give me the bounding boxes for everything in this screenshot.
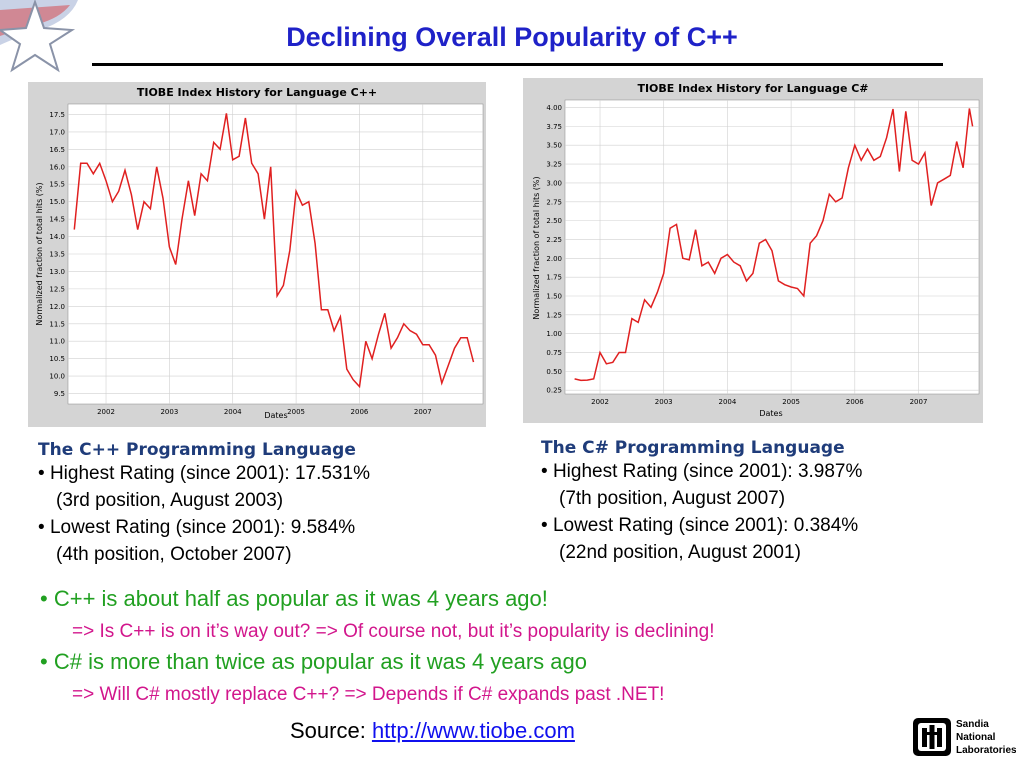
conclusion-csharp-sub: => Will C# mostly replace C++? => Depend…: [72, 684, 665, 705]
x-tick-label: 2006: [846, 398, 864, 406]
cpp-low-detail: (4th position, October 2007): [56, 544, 292, 565]
y-tick-label: 4.00: [546, 104, 562, 112]
y-tick-label: 15.0: [49, 198, 65, 206]
y-tick-label: 3.75: [546, 123, 562, 131]
source-link[interactable]: http://www.tiobe.com: [371, 718, 575, 743]
cpp-stats-block: The C++ Programming Language • Highest R…: [38, 440, 370, 568]
csharp-low-item: • Lowest Rating (since 2001): 0.384%: [541, 515, 859, 536]
y-tick-label: 14.5: [49, 216, 65, 224]
conclusion-csharp: • C# is more than twice as popular as it…: [40, 649, 587, 674]
csharp-low-detail: (22nd position, August 2001): [559, 542, 801, 563]
csharp-high-item: • Highest Rating (since 2001): 3.987%: [541, 461, 863, 482]
x-tick-labels: 2002 2003 2004 2005 2006 2007: [97, 408, 432, 416]
y-tick-labels: 9.5 10.0 10.5 11.0 11.5 12.0 12.5 13.0 13.5 14.0 1…: [49, 111, 65, 398]
conclusion-cpp: • C++ is about half as popular as it was…: [40, 586, 548, 611]
cpp-high-item: • Highest Rating (since 2001): 17.531%: [38, 463, 370, 484]
y-tick-label: 17.0: [49, 128, 65, 136]
y-axis-label: Normalized fraction of total hits (%): [35, 182, 44, 325]
y-tick-label: 0.25: [546, 387, 562, 395]
x-tick-label: 2007: [910, 398, 928, 406]
source-line: Source: http://www.tiobe.com: [290, 718, 575, 744]
grid-lines: [68, 104, 483, 404]
y-tick-label: 16.5: [49, 146, 65, 154]
y-tick-label: 1.50: [546, 293, 562, 301]
y-tick-label: 2.25: [546, 236, 562, 244]
sandia-logo: Sandia National Laboratories: [913, 718, 1016, 756]
cpp-tiobe-chart: TIOBE Index History for Language C++ 9.5…: [28, 82, 486, 427]
x-tick-label: 2004: [224, 408, 242, 416]
y-tick-label: 3.50: [546, 142, 562, 150]
y-tick-label: 1.75: [546, 274, 562, 282]
x-axis-label: Dates: [264, 411, 287, 420]
y-tick-label: 15.5: [49, 181, 65, 189]
y-axis-label: Normalized fraction of total hits (%): [532, 176, 541, 319]
y-tick-label: 2.00: [546, 255, 562, 263]
csharp-heading: The C# Programming Language: [541, 438, 845, 458]
x-tick-label: 2003: [160, 408, 178, 416]
y-tick-label: 0.50: [546, 368, 562, 376]
y-tick-label: 10.5: [49, 355, 65, 363]
x-tick-label: 2005: [287, 408, 305, 416]
y-tick-label: 17.5: [49, 111, 65, 119]
cpp-high-label: Highest Rating (since 2001): 17.531%: [49, 463, 370, 484]
y-tick-label: 13.5: [49, 251, 65, 259]
csharp-high-detail: (7th position, August 2007): [559, 488, 786, 509]
logo-text-1: Sandia: [956, 719, 989, 730]
y-tick-label: 12.0: [49, 303, 65, 311]
csharp-low-label: Lowest Rating (since 2001): 0.384%: [552, 515, 859, 536]
plot-area: [564, 99, 980, 395]
page-title: Declining Overall Popularity of C++: [286, 22, 738, 52]
logo-text-3: Laboratories: [956, 745, 1016, 756]
csharp-high-label: Highest Rating (since 2001): 3.987%: [552, 461, 863, 482]
y-tick-label: 0.75: [546, 349, 562, 357]
cpp-series-line: [73, 113, 475, 389]
y-tick-label: 11.0: [49, 338, 65, 346]
csharp-series-line: [574, 108, 974, 382]
conclusion-csharp-text: C# is more than twice as popular as it w…: [53, 649, 587, 674]
y-tick-label: 3.25: [546, 161, 562, 169]
x-tick-label: 2007: [414, 408, 432, 416]
cpp-low-item: • Lowest Rating (since 2001): 9.584%: [38, 517, 356, 538]
y-tick-label: 9.5: [54, 390, 65, 398]
logo-text-2: National: [956, 732, 996, 743]
y-tick-label: 1.25: [546, 311, 562, 319]
x-tick-label: 2006: [351, 408, 369, 416]
conclusion-cpp-text: C++ is about half as popular as it was 4…: [53, 586, 548, 611]
y-tick-label: 16.0: [49, 163, 65, 171]
y-tick-label: 3.00: [546, 179, 562, 187]
x-tick-label: 2004: [719, 398, 737, 406]
chart-title: TIOBE Index History for Language C++: [137, 86, 377, 99]
y-tick-label: 1.00: [546, 330, 562, 338]
title-divider: [92, 63, 943, 66]
flag-star-decoration: [0, 0, 78, 73]
cpp-heading: The C++ Programming Language: [38, 440, 356, 460]
y-tick-label: 13.0: [49, 268, 65, 276]
csharp-stats-block: The C# Programming Language • Highest Ra…: [541, 438, 862, 566]
y-tick-labels: 0.25 0.50 0.75 1.00 1.25 1.50 1.75 2.00 2.25 2.50…: [546, 104, 562, 395]
x-axis-label: Dates: [759, 409, 782, 418]
source-label: Source:: [290, 718, 372, 743]
chart-title: TIOBE Index History for Language C#: [637, 82, 868, 95]
x-tick-label: 2003: [655, 398, 673, 406]
conclusion-cpp-sub: => Is C++ is on it’s way out? => Of cour…: [72, 621, 715, 642]
x-tick-label: 2005: [782, 398, 800, 406]
y-tick-label: 2.50: [546, 217, 562, 225]
cpp-high-detail: (3rd position, August 2003): [56, 490, 284, 511]
y-tick-label: 10.0: [49, 373, 65, 381]
y-tick-label: 2.75: [546, 198, 562, 206]
y-tick-label: 14.0: [49, 233, 65, 241]
x-tick-label: 2002: [97, 408, 115, 416]
x-tick-label: 2002: [591, 398, 609, 406]
x-tick-labels: 2002 2003 2004 2005 2006 2007: [591, 398, 927, 406]
cpp-low-label: Lowest Rating (since 2001): 9.584%: [49, 517, 356, 538]
y-tick-label: 11.5: [49, 320, 65, 328]
csharp-tiobe-chart: TIOBE Index History for Language C# 0.25…: [523, 78, 983, 423]
y-tick-label: 12.5: [49, 285, 65, 293]
